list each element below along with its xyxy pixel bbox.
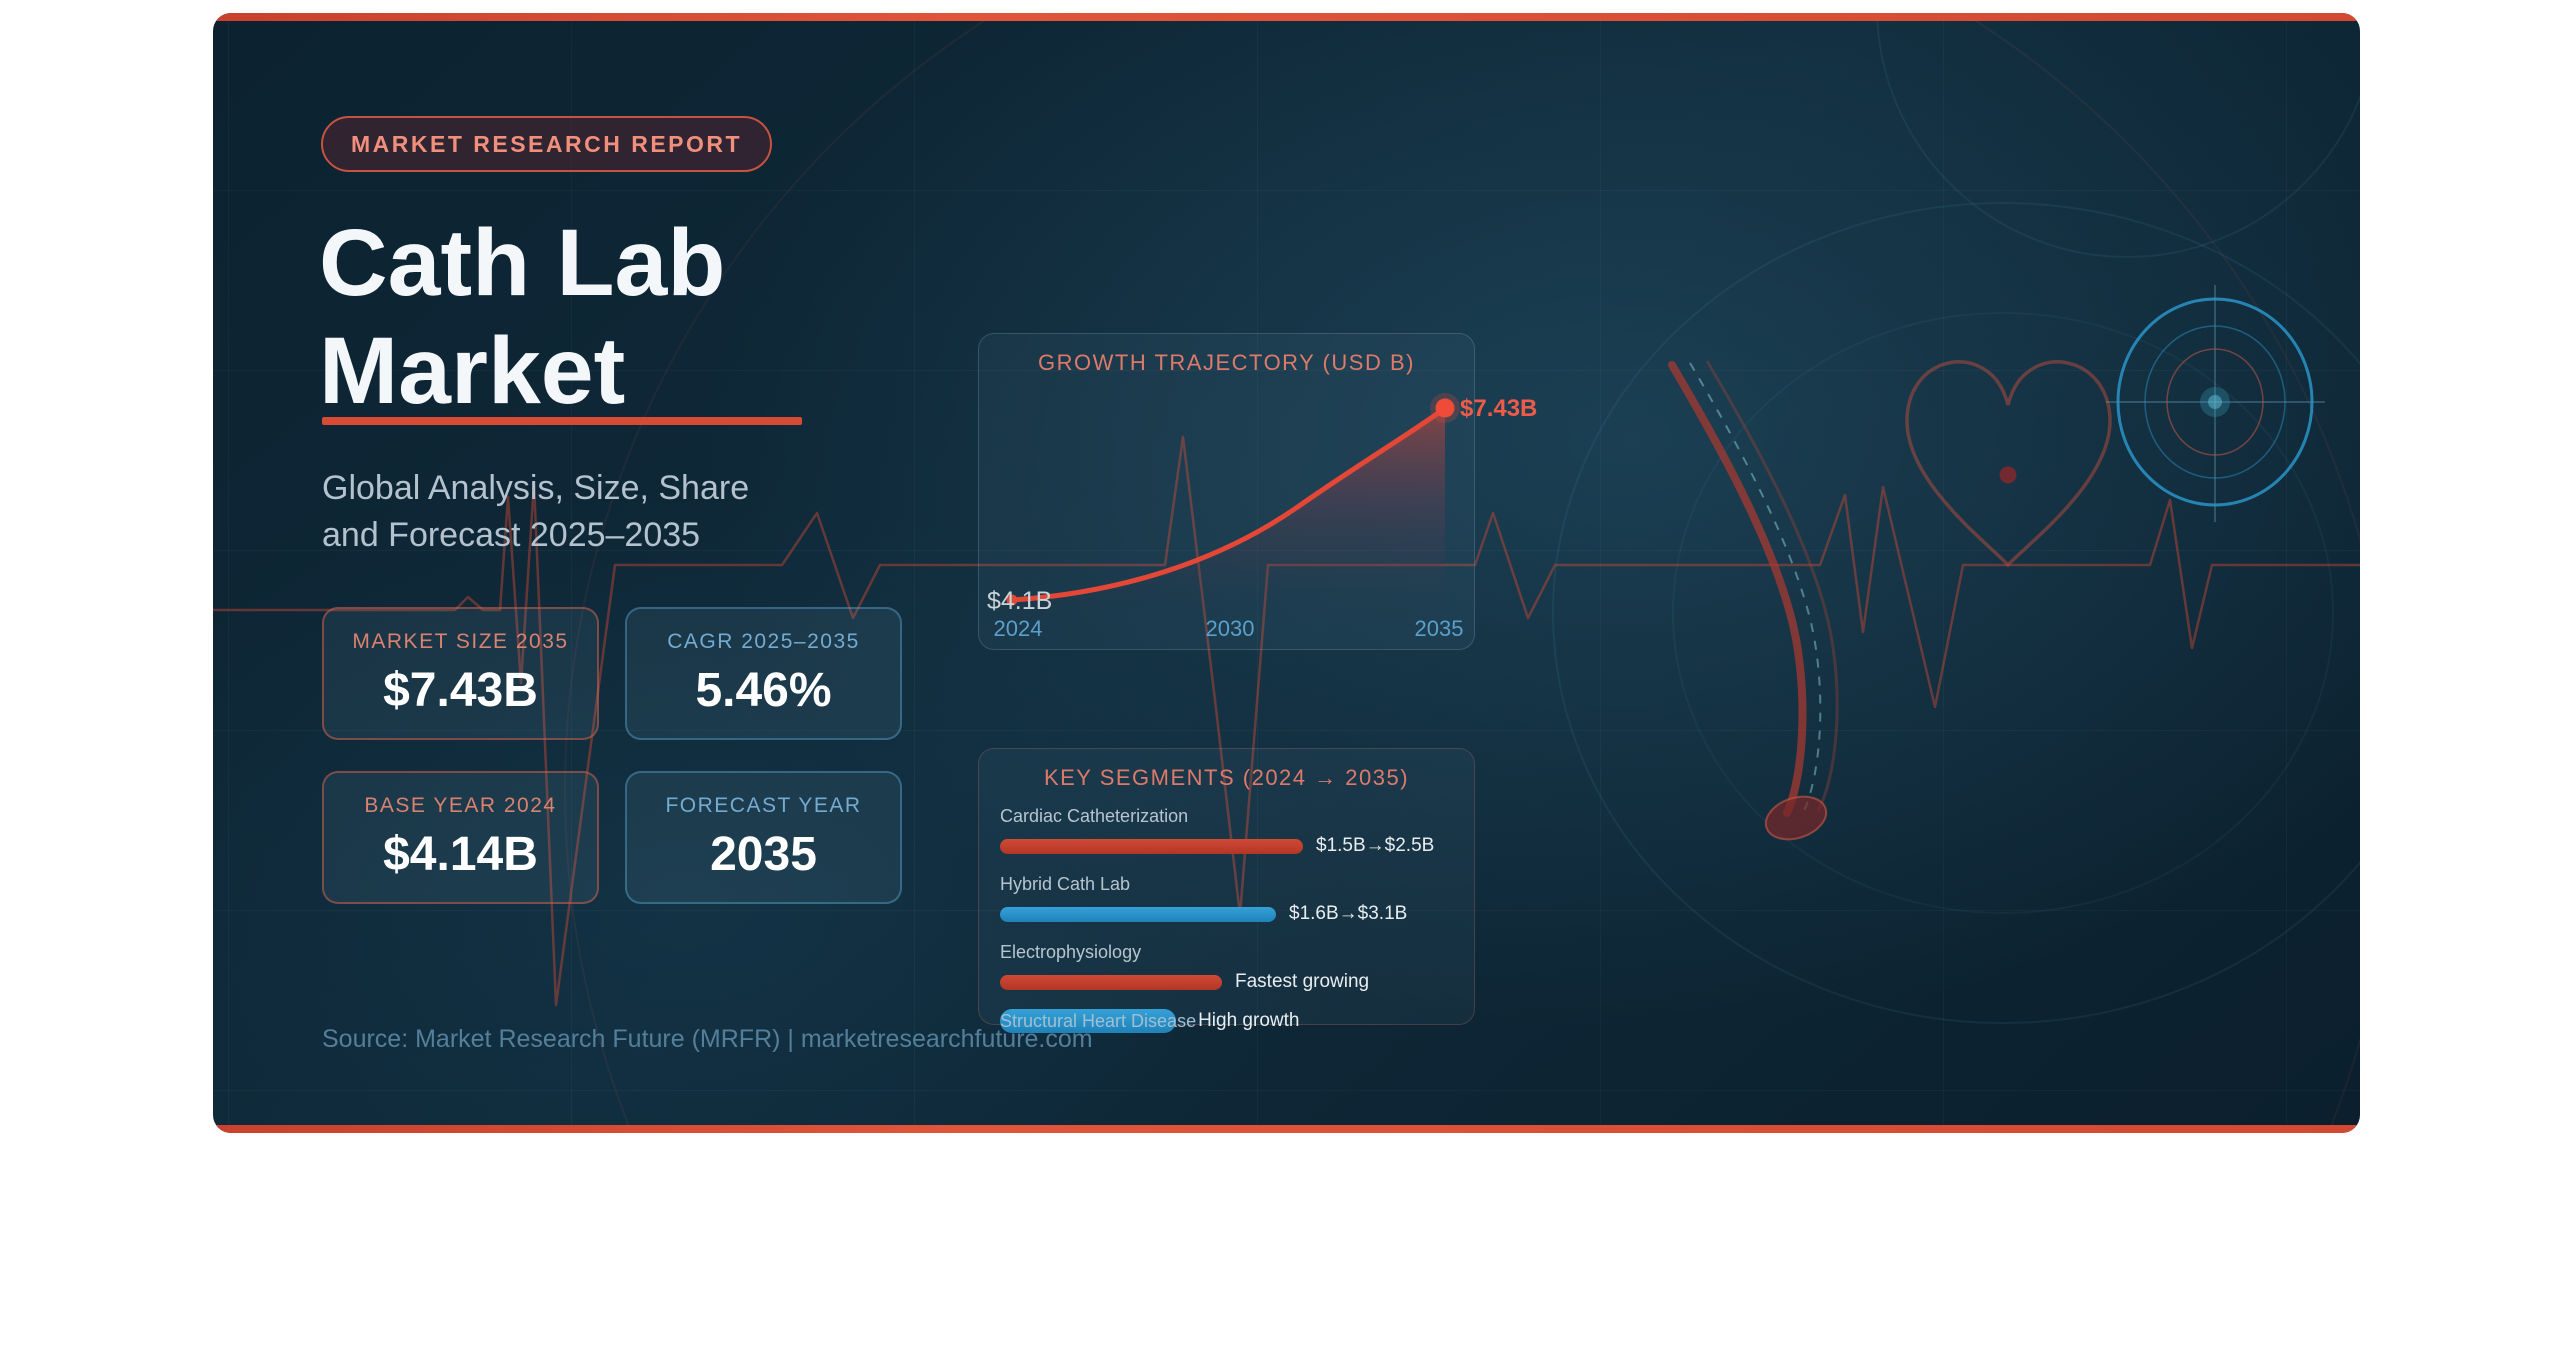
background-decor <box>213 13 2360 1133</box>
segment-bar <box>1000 906 1276 922</box>
segment-label: Structural Heart Disease <box>1000 1011 1197 1031</box>
stat-card-cagr: CAGR 2025–2035 5.46% <box>625 607 902 740</box>
subtitle-line-2: and Forecast 2025–2035 <box>322 516 701 554</box>
catheter-tip <box>1764 795 1828 841</box>
stat-value: 2035 <box>710 827 817 881</box>
title-underline <box>322 417 802 425</box>
segment-row-electrophysiology: Electrophysiology Fastest growing <box>1000 941 1453 993</box>
segment-rows: Cardiac Catheterization $1.5B→$2.5B Hybr… <box>979 791 1474 1033</box>
stat-card-market-size: MARKET SIZE 2035 $7.43B <box>322 607 599 740</box>
chart-area-fill <box>1012 408 1445 618</box>
segment-value: Fastest growing <box>1235 971 1370 992</box>
chart-end-label: $7.43B <box>1460 395 1537 422</box>
segment-label: Cardiac Catheterization <box>1000 806 1189 826</box>
stat-label: BASE YEAR 2024 <box>364 793 557 817</box>
bottom-accent-bar <box>213 1125 2360 1133</box>
badge-label: MARKET RESEARCH REPORT <box>351 130 743 157</box>
segment-bar <box>1000 974 1222 990</box>
x-tick-2030: 2030 <box>1206 616 1255 641</box>
stat-value: 5.46% <box>695 663 832 717</box>
growth-panel-title: GROWTH TRAJECTORY (USD B) <box>1038 350 1415 375</box>
report-card: MARKET RESEARCH REPORT Cath Lab Market G… <box>213 13 2360 1133</box>
x-tick-2024: 2024 <box>994 616 1043 641</box>
faint-circles <box>564 13 2360 1133</box>
heart-icon <box>1905 360 2112 568</box>
segment-label: Hybrid Cath Lab <box>1000 874 1131 894</box>
growth-trajectory-panel: GROWTH TRAJECTORY (USD B) $4.1B $7.43B 2… <box>978 333 1537 650</box>
stat-label: FORECAST YEAR <box>665 793 862 817</box>
stat-value: $7.43B <box>383 663 538 717</box>
stat-value: $4.14B <box>383 827 538 881</box>
source-attribution: Source: Market Research Future (MRFR) | … <box>322 1025 1093 1053</box>
stat-label: CAGR 2025–2035 <box>667 629 860 653</box>
segment-bar <box>1000 838 1303 854</box>
segment-value: High growth <box>1198 1010 1300 1031</box>
subtitle: Global Analysis, Size, Share and Forecas… <box>322 465 749 559</box>
segment-value: $1.5B→$2.5B <box>1316 835 1435 856</box>
x-tick-2035: 2035 <box>1415 616 1464 641</box>
title-line-1: Cath Lab <box>319 210 726 316</box>
stat-label: MARKET SIZE 2035 <box>352 629 569 653</box>
segment-row-structural-heart-disease: Structural Heart Disease High growth <box>1000 1009 1453 1033</box>
stat-card-base-year: BASE YEAR 2024 $4.14B <box>322 771 599 904</box>
segment-row-cardiac-catheterization: Cardiac Catheterization $1.5B→$2.5B <box>1000 805 1453 857</box>
growth-line-chart: $4.1B $7.43B 2024 2030 2035 <box>987 393 1537 641</box>
stats-grid: MARKET SIZE 2035 $7.43B CAGR 2025–2035 5… <box>322 607 902 904</box>
catheter-illustration <box>1668 360 1839 841</box>
segment-bar <box>1000 1009 1176 1033</box>
title-line-2: Market <box>319 318 626 424</box>
page-title: Cath Lab Market <box>319 209 725 425</box>
chart-start-dot <box>1006 594 1018 606</box>
report-type-badge: MARKET RESEARCH REPORT <box>321 116 773 172</box>
segment-value: $1.6B→$3.1B <box>1289 903 1408 924</box>
segments-panel-title: KEY SEGMENTS (2024 → 2035) <box>1043 765 1410 790</box>
key-segments-panel: KEY SEGMENTS (2024 → 2035) Cardiac Cathe… <box>978 748 1475 1033</box>
target-reticle-icon <box>2106 285 2325 522</box>
segment-row-hybrid-cath-lab: Hybrid Cath Lab $1.6B→$3.1B <box>1000 873 1453 925</box>
segment-label: Electrophysiology <box>1000 942 1142 962</box>
chart-start-label: $4.1B <box>987 587 1052 615</box>
stat-card-forecast-year: FORECAST YEAR 2035 <box>625 771 902 904</box>
subtitle-line-1: Global Analysis, Size, Share <box>322 469 750 507</box>
chart-end-dot <box>1435 398 1455 418</box>
ecg-line <box>213 435 2360 1007</box>
chart-curve <box>1009 405 1448 603</box>
top-accent-bar <box>213 13 2360 21</box>
